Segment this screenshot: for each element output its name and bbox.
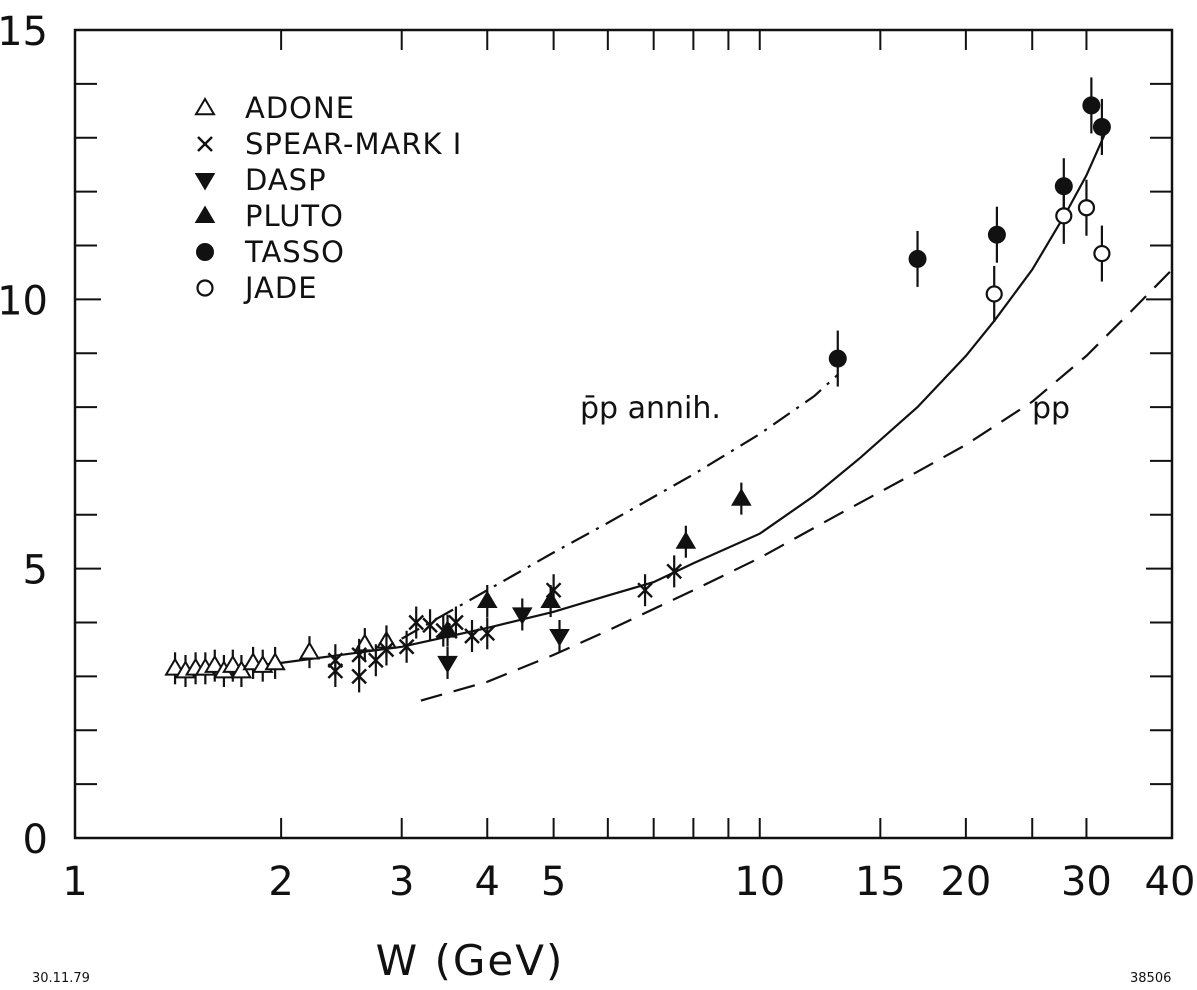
legend-marker-dasp	[194, 172, 216, 191]
point-jade	[985, 285, 1003, 303]
x-tick-label: 40	[1145, 859, 1196, 905]
point-tasso	[987, 225, 1006, 244]
point-spear-mark-i	[464, 628, 480, 644]
corner-date: 30.11.79	[32, 971, 90, 986]
cross-stroke	[351, 668, 367, 685]
point-spear-mark-i	[398, 638, 415, 655]
point-tasso	[1054, 177, 1073, 196]
cross-stroke	[479, 625, 496, 642]
cross-stroke	[666, 563, 683, 580]
cross-stroke	[464, 628, 480, 644]
cross-stroke	[637, 582, 653, 599]
x-tick-label: 10	[734, 859, 785, 905]
x-tick-label: 3	[389, 859, 414, 905]
point-spear-mark-i	[408, 614, 425, 631]
point-dasp	[437, 655, 458, 674]
point-adone	[298, 641, 321, 660]
legend-label-jade: JADE	[243, 271, 318, 305]
point-tasso	[828, 349, 847, 368]
point-jade	[1093, 244, 1111, 263]
legend-marker-pluto	[194, 205, 216, 224]
point-tasso	[1092, 117, 1111, 136]
curve-dashed	[420, 268, 1173, 702]
cross-stroke	[408, 614, 425, 631]
corner-number: 38506	[1130, 971, 1171, 986]
y-tick-label: 15	[0, 9, 48, 55]
cross-stroke	[398, 638, 415, 655]
cross-stroke	[422, 617, 438, 634]
legend-marker-spear-mark-i	[197, 136, 213, 152]
point-pluto	[675, 531, 697, 549]
legend-label-dasp: DASP	[245, 163, 327, 197]
point-spear-mark-i	[666, 563, 683, 580]
x-tick-label: 2	[268, 859, 293, 905]
point-jade	[1077, 199, 1096, 217]
legend-label-tasso: TASSO	[244, 235, 345, 269]
legend-label-adone: ADONE	[245, 91, 355, 125]
x-tick-label: 15	[855, 859, 906, 905]
annotation-pbar-p: p̄p annih.	[580, 391, 721, 426]
legend-marker-adone	[194, 97, 216, 116]
cross-stroke	[197, 136, 213, 152]
legend-label-pluto: PLUTO	[245, 199, 344, 233]
point-spear-mark-i	[378, 641, 395, 658]
x-tick-label: 30	[1061, 859, 1112, 905]
cross-stroke	[351, 647, 367, 663]
point-tasso	[908, 249, 927, 268]
curve-dashdot	[401, 373, 839, 640]
legend-label-spear-mark-i: SPEAR-MARK I	[245, 127, 462, 161]
point-tasso	[1082, 96, 1101, 115]
y-tick-label: 5	[23, 548, 48, 594]
annotation-pp: pp	[1032, 391, 1070, 426]
y-tick-label: 0	[23, 817, 48, 863]
point-pluto	[437, 620, 458, 638]
x-tick-label: 5	[541, 859, 566, 905]
cross-stroke	[378, 641, 395, 658]
point-jade	[1055, 207, 1073, 225]
legend-marker-tasso	[196, 243, 214, 261]
x-tick-label: 4	[475, 859, 500, 905]
point-spear-mark-i	[327, 663, 344, 679]
point-spear-mark-i	[351, 647, 367, 663]
point-pluto	[476, 590, 498, 609]
point-pluto	[540, 590, 561, 609]
point-spear-mark-i	[637, 582, 653, 599]
plot-frame	[73, 28, 1174, 840]
x-tick-label: 1	[62, 859, 87, 905]
y-tick-label: 10	[0, 278, 48, 324]
cross-stroke	[327, 663, 344, 679]
point-pluto	[731, 488, 752, 506]
point-dasp	[511, 607, 533, 625]
point-spear-mark-i	[351, 668, 367, 685]
point-dasp	[549, 628, 570, 647]
legend-marker-jade	[196, 279, 214, 297]
x-axis-label: W (GeV)	[376, 936, 565, 985]
x-tick-label: 20	[940, 859, 991, 905]
point-spear-mark-i	[479, 625, 496, 642]
point-adone	[264, 651, 286, 671]
point-spear-mark-i	[422, 617, 438, 634]
